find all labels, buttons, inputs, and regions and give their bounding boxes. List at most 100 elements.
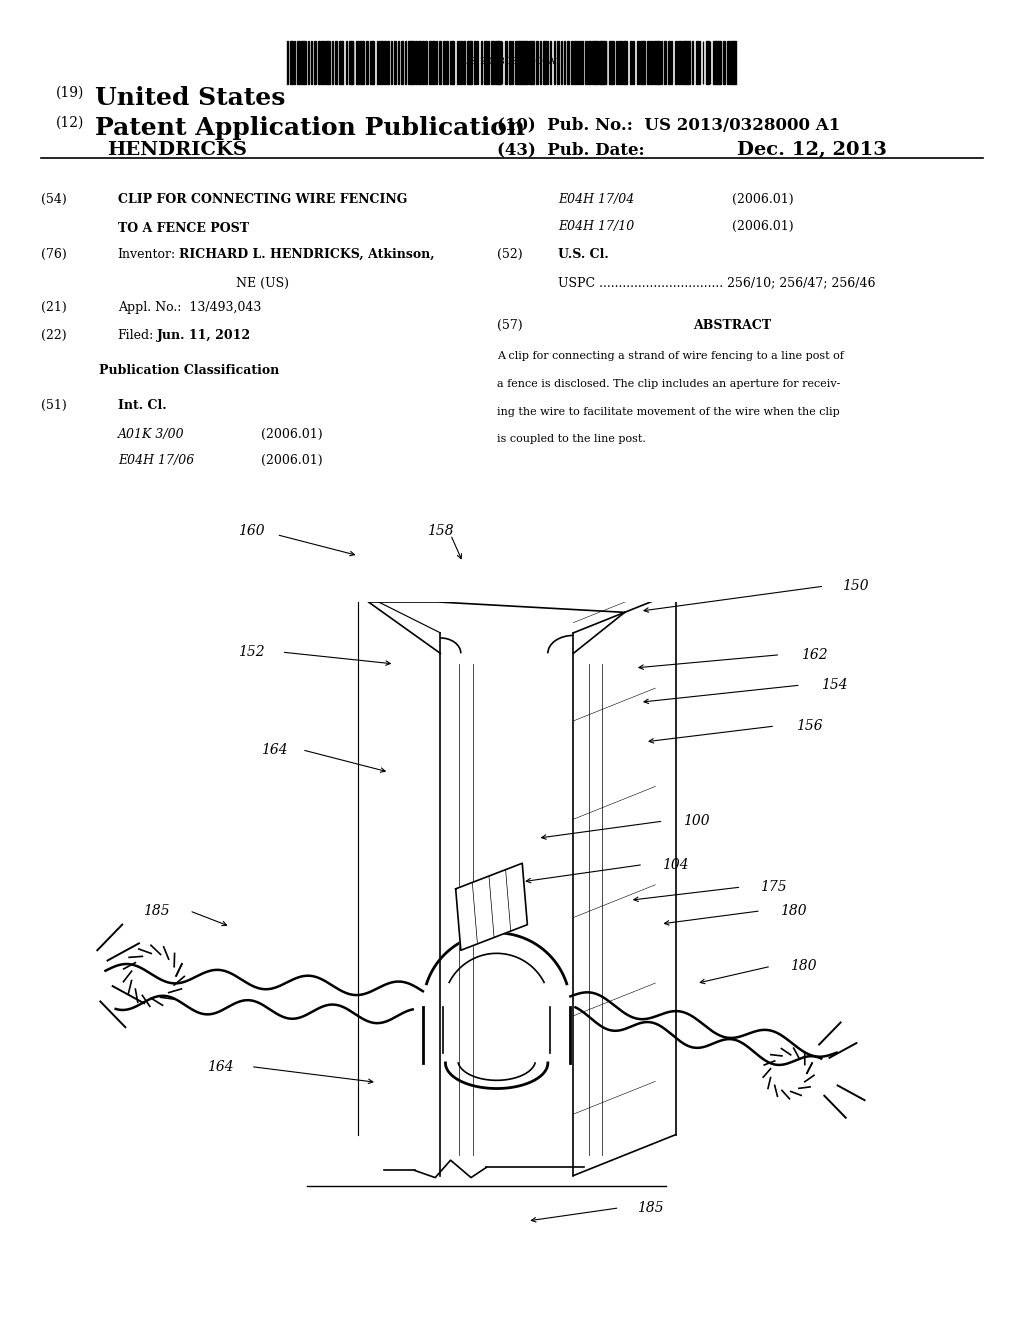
Bar	[457, 41, 459, 84]
Text: (54): (54)	[41, 193, 67, 206]
Bar	[574, 41, 577, 84]
Bar	[429, 41, 430, 84]
Bar	[644, 41, 645, 84]
Bar	[307, 41, 309, 84]
Text: A01K 3/00: A01K 3/00	[118, 428, 184, 441]
Bar	[442, 41, 445, 84]
Bar	[377, 41, 379, 84]
Bar	[526, 41, 527, 84]
Bar	[717, 41, 720, 84]
Bar	[367, 41, 369, 84]
Bar	[547, 41, 549, 84]
Bar	[419, 41, 421, 84]
Text: 164: 164	[261, 743, 288, 756]
Text: 100: 100	[683, 814, 710, 828]
Text: (21): (21)	[41, 301, 67, 314]
Text: 160: 160	[238, 524, 264, 537]
Text: ing the wire to facilitate movement of the wire when the clip: ing the wire to facilitate movement of t…	[497, 407, 840, 417]
Bar	[404, 41, 407, 84]
Bar	[394, 41, 396, 84]
Bar	[695, 41, 698, 84]
Text: 152: 152	[238, 645, 264, 659]
Bar	[460, 41, 462, 84]
Text: Int. Cl.: Int. Cl.	[118, 399, 166, 412]
Text: 180: 180	[791, 960, 817, 973]
Bar	[470, 41, 472, 84]
Bar	[446, 41, 447, 84]
Text: 164: 164	[207, 1060, 233, 1073]
Bar	[297, 41, 300, 84]
Bar	[439, 41, 441, 84]
Text: Jun. 11, 2012: Jun. 11, 2012	[157, 329, 251, 342]
Bar	[380, 41, 383, 84]
Text: NE (US): NE (US)	[236, 277, 289, 290]
Bar	[495, 41, 498, 84]
Bar	[595, 41, 598, 84]
Bar	[515, 41, 519, 84]
Bar	[436, 41, 437, 84]
Bar	[467, 41, 470, 84]
Bar	[290, 41, 293, 84]
Text: CLIP FOR CONNECTING WIRE FENCING: CLIP FOR CONNECTING WIRE FENCING	[118, 193, 408, 206]
Bar	[612, 41, 614, 84]
Bar	[654, 41, 657, 84]
Bar	[519, 41, 522, 84]
Text: 180: 180	[780, 904, 807, 917]
Bar	[557, 41, 559, 84]
Text: A clip for connecting a strand of wire fencing to a line post of: A clip for connecting a strand of wire f…	[497, 351, 844, 362]
Text: (12): (12)	[56, 116, 85, 131]
Bar	[723, 41, 725, 84]
Bar	[408, 41, 412, 84]
Bar	[384, 41, 386, 84]
Text: Filed:: Filed:	[118, 329, 154, 342]
Bar	[623, 41, 626, 84]
Text: (51): (51)	[41, 399, 67, 412]
Bar	[640, 41, 644, 84]
Bar	[588, 41, 591, 84]
Bar	[387, 41, 389, 84]
Bar	[349, 41, 352, 84]
Text: (76): (76)	[41, 248, 67, 261]
Bar	[422, 41, 424, 84]
Bar	[317, 41, 319, 84]
Text: (22): (22)	[41, 329, 67, 342]
Text: E04H 17/04: E04H 17/04	[558, 193, 634, 206]
Text: (57): (57)	[497, 319, 522, 333]
Text: 150: 150	[842, 579, 868, 593]
Bar	[329, 41, 330, 84]
Bar	[582, 41, 583, 84]
Text: 185: 185	[637, 1201, 664, 1214]
Bar	[325, 41, 329, 84]
Text: United States: United States	[95, 86, 286, 110]
Bar	[505, 41, 507, 84]
Bar	[637, 41, 639, 84]
Text: (52): (52)	[497, 248, 522, 261]
Bar	[492, 41, 494, 84]
Bar	[657, 41, 660, 84]
Text: (2006.01): (2006.01)	[732, 193, 794, 206]
Bar	[304, 41, 306, 84]
Bar	[734, 41, 735, 84]
Text: 156: 156	[796, 719, 822, 733]
Bar	[356, 41, 358, 84]
Bar	[487, 41, 489, 84]
Bar	[685, 41, 689, 84]
Bar	[301, 41, 304, 84]
Bar	[415, 41, 417, 84]
Bar	[359, 41, 362, 84]
Bar	[450, 41, 453, 84]
Text: 162: 162	[801, 648, 827, 661]
Polygon shape	[456, 863, 527, 950]
Bar	[484, 41, 486, 84]
Text: is coupled to the line post.: is coupled to the line post.	[497, 434, 645, 445]
Text: 185: 185	[143, 904, 170, 917]
Bar	[370, 41, 374, 84]
Text: Dec. 12, 2013: Dec. 12, 2013	[737, 141, 887, 160]
Text: Inventor:: Inventor:	[118, 248, 176, 261]
Text: (2006.01): (2006.01)	[261, 454, 323, 467]
Bar	[571, 41, 572, 84]
Bar	[537, 41, 538, 84]
Bar	[578, 41, 581, 84]
Text: US 20130328000A1: US 20130328000A1	[462, 57, 562, 66]
Bar	[401, 41, 402, 84]
